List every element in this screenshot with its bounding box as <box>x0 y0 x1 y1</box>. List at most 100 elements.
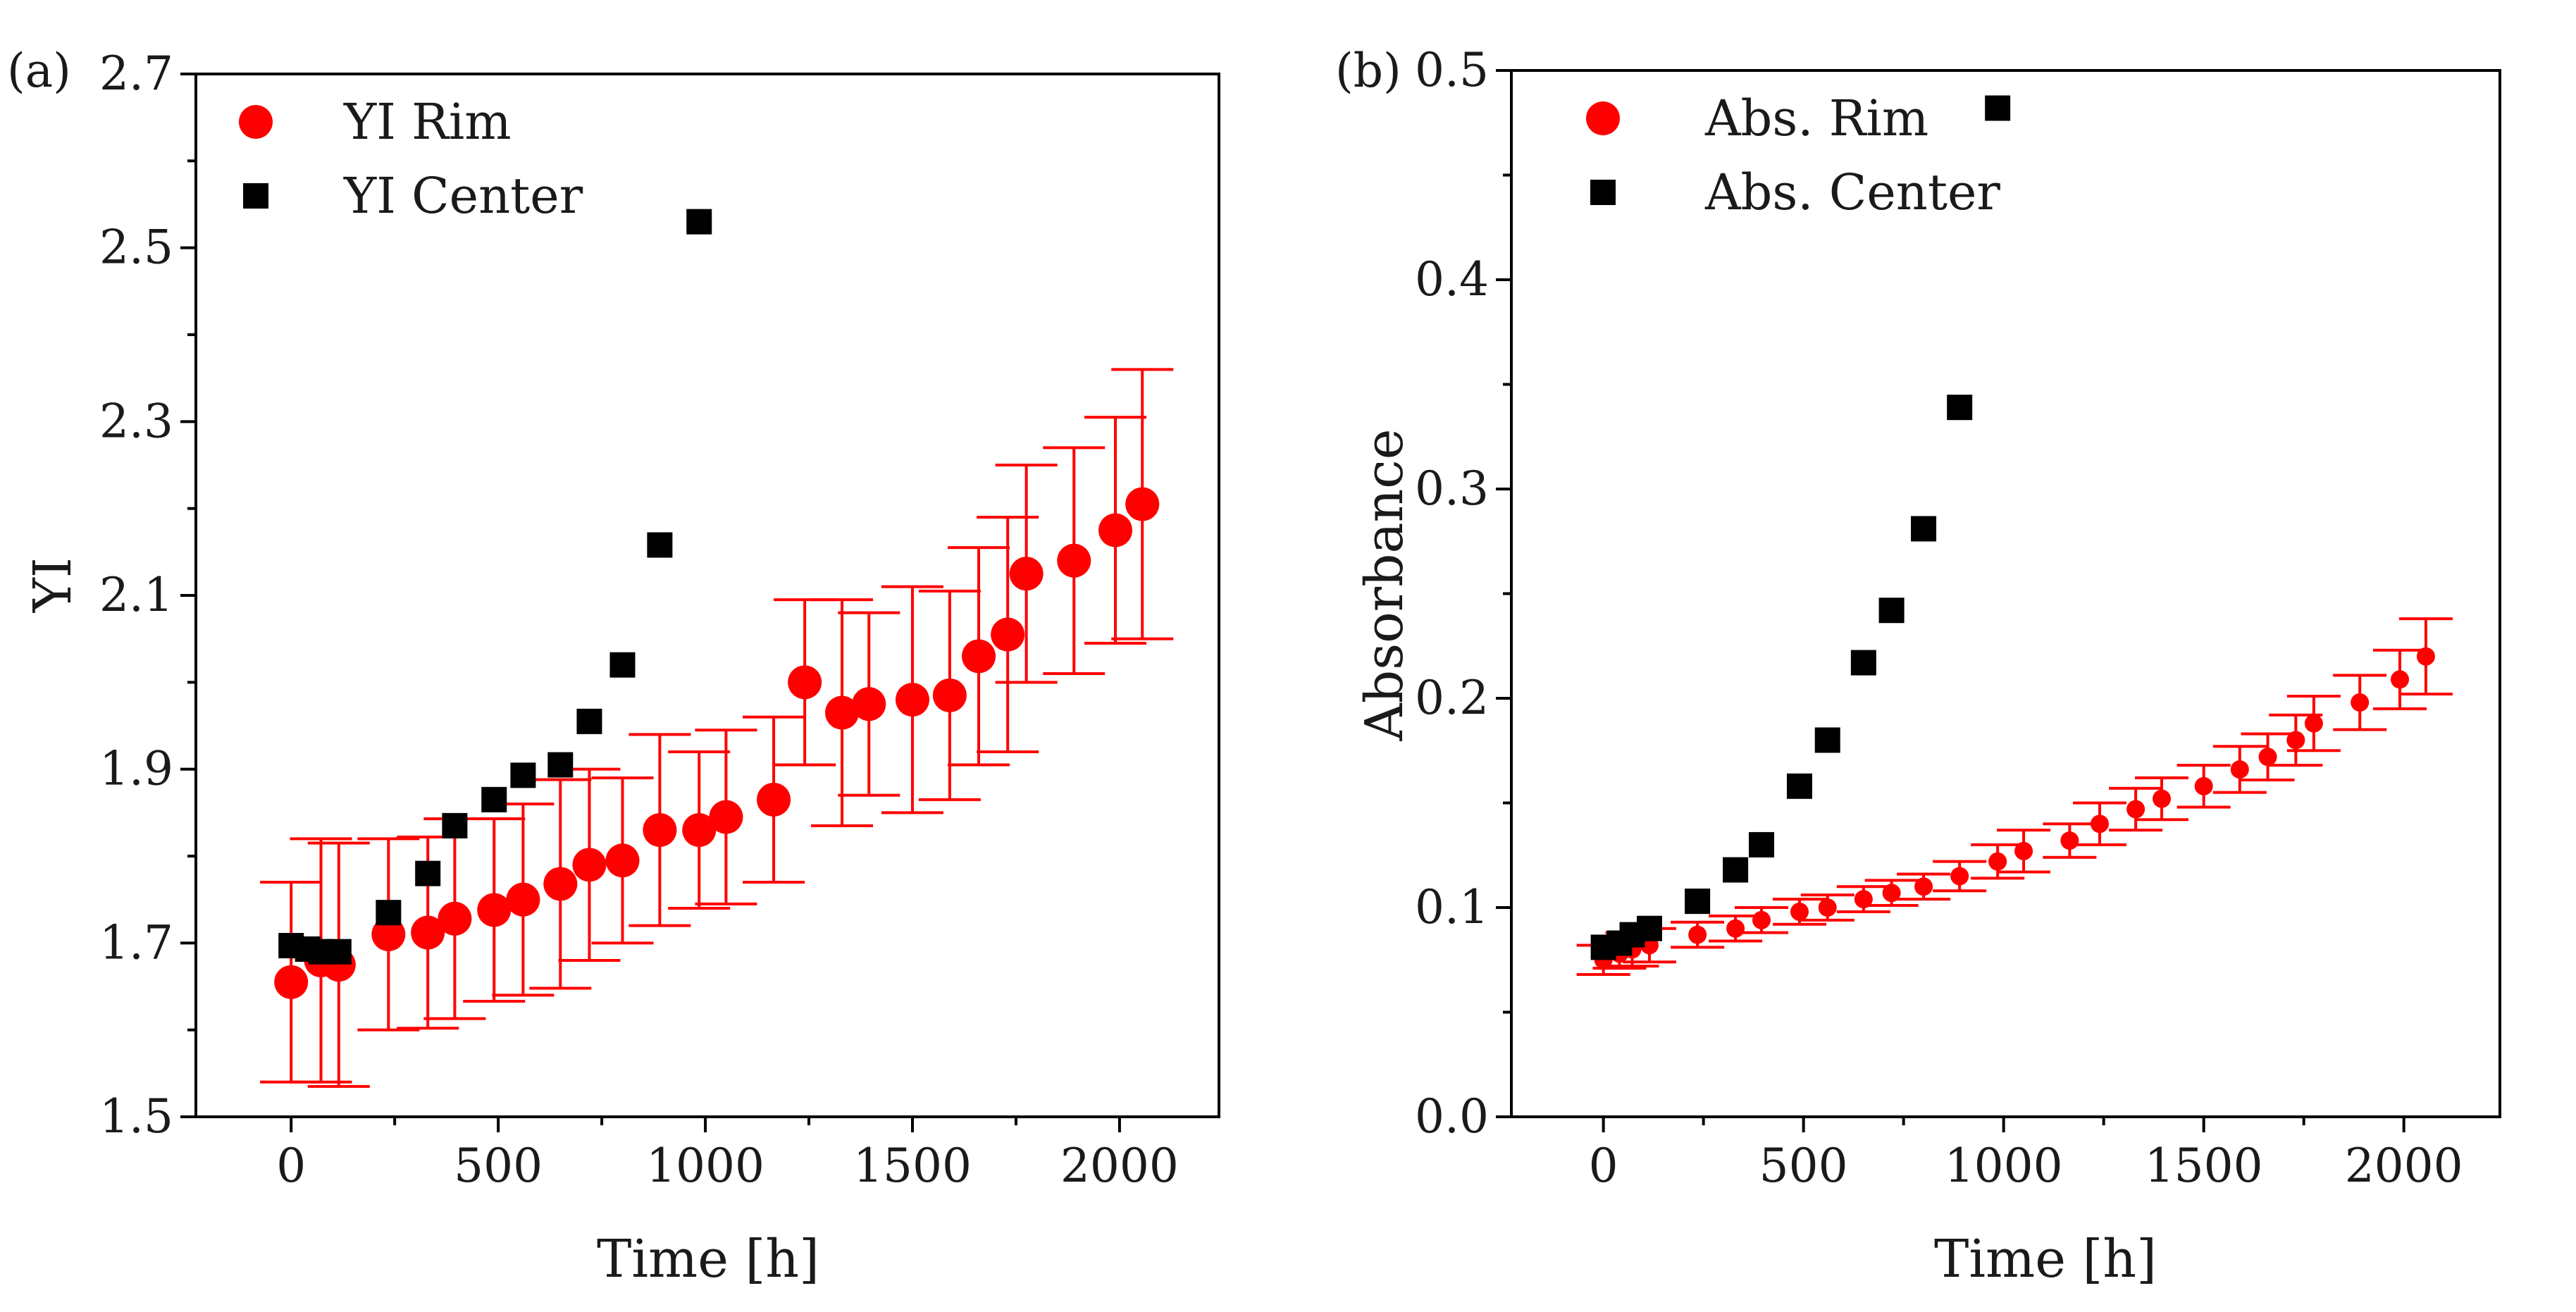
data-point-circle <box>1854 890 1873 909</box>
data-point-circle <box>2304 714 2323 733</box>
data-point-circle <box>1057 543 1091 578</box>
y-tick-label-a: 1.7 <box>99 915 173 970</box>
x-axis-label-b: Time [h] <box>1934 1229 2157 1289</box>
data-point-square <box>1850 650 1876 676</box>
data-point-circle <box>895 683 929 717</box>
data-point-circle <box>572 848 607 882</box>
y-axis-label-b: Absorbance <box>1354 428 1415 741</box>
data-point-square <box>442 812 468 838</box>
legend-b: Abs. Rim Abs. Center <box>1586 89 2000 221</box>
data-point-circle <box>932 678 967 712</box>
data-point-square <box>547 752 574 778</box>
data-point-square <box>326 939 352 965</box>
y-axis-label-a: YI <box>23 557 83 613</box>
data-point-square <box>376 900 402 926</box>
data-point-circle <box>1752 910 1771 929</box>
legend-marker-square <box>243 183 268 209</box>
data-point-circle <box>825 695 860 730</box>
data-point-circle <box>411 915 445 950</box>
data-point-circle <box>788 665 822 700</box>
data-point-square <box>1786 773 1812 799</box>
data-point-square <box>1947 395 1973 421</box>
data-point-circle <box>1988 852 2007 871</box>
data-point-circle <box>2090 815 2109 834</box>
y-tick-label-b: 0.0 <box>1415 1089 1489 1144</box>
data-point-circle <box>2416 647 2435 666</box>
data-point-circle <box>2014 841 2033 860</box>
data-point-circle <box>709 800 743 834</box>
data-point-circle <box>962 639 996 674</box>
data-point-circle <box>2153 789 2172 808</box>
series-circle-a <box>260 368 1174 1088</box>
data-point-square <box>1985 95 2011 121</box>
x-tick-label-a: 1500 <box>853 1139 972 1193</box>
y-tick-label-a: 2.7 <box>99 47 173 101</box>
y-tick-label-a: 2.5 <box>99 221 173 275</box>
panel-b: (b) Time [h] Absorbance 0 500 1000 1500 2000… <box>1335 43 2501 1289</box>
data-point-circle <box>1125 487 1160 521</box>
data-point-circle <box>2060 831 2079 850</box>
data-point-circle <box>2286 731 2305 750</box>
data-point-circle <box>1688 925 1707 944</box>
data-point-square <box>1636 915 1662 941</box>
data-point-circle <box>371 917 406 951</box>
data-point-circle <box>605 843 640 878</box>
data-point-circle <box>477 893 512 927</box>
x-tick-label-a: 1000 <box>646 1139 764 1193</box>
legend-marker-circle <box>1586 101 1620 135</box>
data-point-circle <box>2126 800 2145 819</box>
y-tick-label-b: 0.1 <box>1415 880 1489 934</box>
data-point-square <box>576 708 602 734</box>
y-tick-label-b: 0.4 <box>1415 252 1489 307</box>
data-point-circle <box>682 813 717 847</box>
data-point-circle <box>1882 884 1901 903</box>
data-point-square <box>1723 857 1749 883</box>
plot-frame-b <box>1510 69 2501 1118</box>
data-point-circle <box>757 782 791 817</box>
data-point-square <box>481 786 507 812</box>
data-point-circle <box>2351 693 2370 712</box>
legend-marker-square <box>1590 180 1616 205</box>
y-tick-label-b: 0.5 <box>1415 43 1489 97</box>
y-tick-label-a: 1.5 <box>99 1089 173 1144</box>
data-point-circle <box>1098 513 1133 547</box>
x-tick-label-b: 500 <box>1759 1139 1848 1193</box>
data-point-circle <box>1790 902 1809 921</box>
legend-a: YI Rim YI Center <box>239 93 583 225</box>
data-point-circle <box>438 901 472 936</box>
x-tick-label-b: 2000 <box>2345 1139 2463 1193</box>
data-point-circle <box>643 813 677 847</box>
x-tick-label-a: 500 <box>454 1139 543 1193</box>
x-tick-label-b: 1000 <box>1945 1139 2063 1193</box>
data-point-square <box>1749 831 1775 858</box>
data-point-square <box>686 209 712 235</box>
data-point-circle <box>2194 776 2213 796</box>
x-tick-label-b: 1500 <box>2145 1139 2263 1193</box>
legend-marker-circle <box>239 105 273 139</box>
data-point-circle <box>274 965 309 999</box>
x-tick-label-b: 0 <box>1589 1139 1618 1193</box>
data-point-square <box>1878 598 1905 624</box>
data-point-square <box>1814 727 1840 753</box>
panel-label-b: (b) <box>1335 44 1401 98</box>
data-point-circle <box>2258 748 2277 767</box>
series-square-b <box>1590 95 2011 960</box>
data-point-circle <box>2390 670 2409 689</box>
data-point-circle <box>1009 557 1044 591</box>
legend-label: YI Rim <box>343 93 512 151</box>
data-point-circle <box>852 687 886 722</box>
series-circle-b <box>1576 617 2453 977</box>
legend-label: YI Center <box>343 167 583 225</box>
data-point-circle <box>2230 760 2249 779</box>
x-tick-label-a: 0 <box>276 1139 306 1193</box>
x-axis-label-a: Time [h] <box>597 1229 819 1289</box>
data-point-circle <box>1818 898 1837 917</box>
panel-label-a: (a) <box>7 44 71 98</box>
y-tick-label-b: 0.3 <box>1415 462 1489 516</box>
y-tick-label-a: 1.9 <box>99 742 173 796</box>
data-point-square <box>647 532 673 558</box>
y-tick-label-b: 0.2 <box>1415 671 1489 725</box>
data-point-square <box>1685 889 1711 915</box>
